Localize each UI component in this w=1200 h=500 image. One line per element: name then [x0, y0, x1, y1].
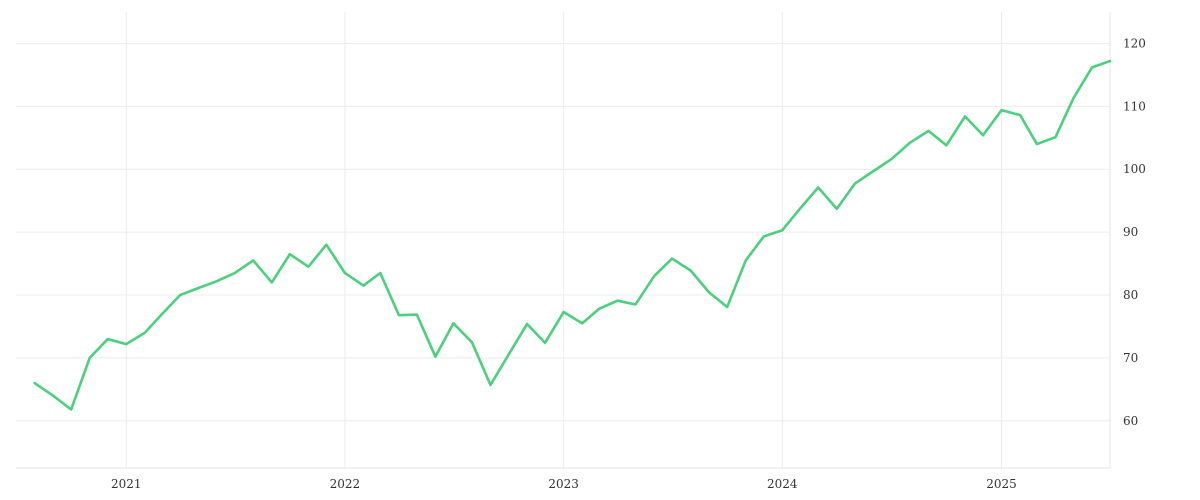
- x-tick-label-2022: 2022: [330, 477, 361, 491]
- y-tick-label-80: 80: [1123, 288, 1138, 302]
- y-tick-label-110: 110: [1123, 99, 1146, 113]
- x-gridlines: [125, 12, 1003, 468]
- series-line-0: [33, 59, 1112, 411]
- x-tick-label-2021: 2021: [111, 477, 142, 491]
- y-tick-label-100: 100: [1123, 162, 1146, 176]
- y-tick-labels: 60 70 80 90 100 110 120: [1123, 36, 1146, 427]
- y-tick-label-90: 90: [1123, 225, 1138, 239]
- y-gridlines: [16, 42, 1110, 422]
- x-tick-label-2023: 2023: [548, 477, 579, 491]
- x-tick-label-2024: 2024: [767, 477, 798, 491]
- x-tick-labels: 2021 2022 2023 2024 2025: [111, 477, 1017, 491]
- axes: [16, 12, 1111, 469]
- x-tick-label-2025: 2025: [986, 477, 1017, 491]
- y-tick-label-60: 60: [1123, 414, 1138, 428]
- y-tick-label-70: 70: [1123, 351, 1138, 365]
- y-tick-label-120: 120: [1123, 36, 1146, 50]
- series-layer: [33, 59, 1112, 411]
